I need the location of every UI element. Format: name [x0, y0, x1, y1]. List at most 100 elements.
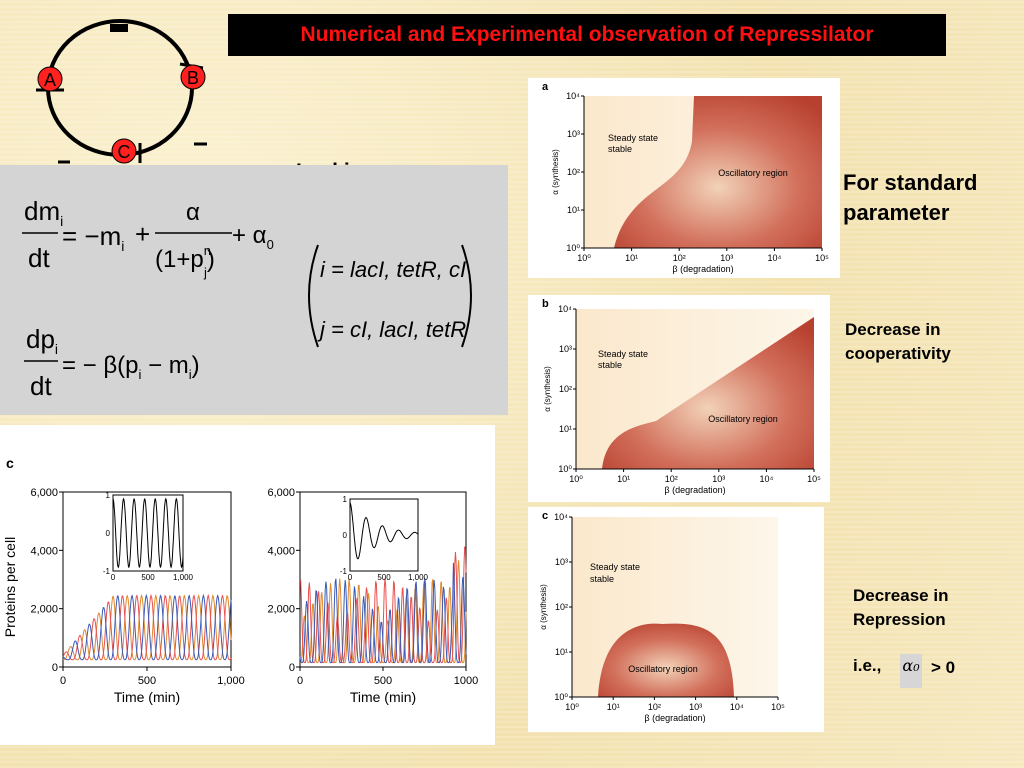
- x-tick-label: 0: [60, 675, 66, 687]
- eq1-plus: +: [135, 219, 150, 249]
- protein-series-2: [62, 593, 232, 661]
- x-tick-label: 10⁴: [767, 253, 781, 263]
- panel-letter-c: c: [6, 455, 14, 471]
- panel-letter: a: [542, 81, 549, 93]
- protein-series-3: [62, 593, 232, 661]
- inset-frame: [349, 498, 419, 572]
- steady-state-label: Steady state: [598, 349, 648, 359]
- protein-series-3: [299, 562, 467, 664]
- label-ie: i.e.,: [853, 656, 882, 675]
- x-tick-label: 1000: [454, 675, 478, 687]
- x-tick-label: 10²: [648, 702, 661, 712]
- y-tick-label: 10³: [555, 557, 568, 567]
- y-tick-label: 2,000: [30, 604, 58, 616]
- x-tick-label: 10¹: [607, 702, 620, 712]
- slide-title-text: Numerical and Experimental observation o…: [300, 23, 874, 46]
- oscillatory-region: [602, 317, 814, 469]
- oscillatory-region-label: Oscillatory region: [628, 664, 698, 674]
- inset-y-tick-label: 0: [106, 529, 111, 538]
- equations: dmi dt = −mi + α (1+pn j) + α0 dpi dt = −…: [22, 196, 472, 401]
- inset-y-tick-label: -1: [340, 567, 348, 576]
- eq1-frac-num: α: [186, 199, 200, 226]
- phase-diagram-c: 10⁰ 10¹ 10² 10³ 10⁴ 10⁰ 10¹ 10² 10³ 10⁴ 10⁵ c α (syn…: [528, 507, 824, 732]
- eq2-rhs: = − β(pi − mi): [62, 352, 200, 382]
- eq1-lhs-den: dt: [28, 243, 50, 273]
- x-tick-label: 10²: [673, 253, 686, 263]
- inset-oscillation: [112, 497, 184, 569]
- x-tick-label: 1,000: [217, 675, 245, 687]
- steady-state-label: stable: [608, 144, 632, 154]
- steady-state-label: Steady state: [590, 562, 640, 572]
- x-axis-label: β (degradation): [672, 264, 733, 274]
- y-tick-label: 10⁰: [566, 243, 580, 253]
- x-tick-label: 10³: [689, 702, 702, 712]
- x-axis-label: β (degradation): [664, 485, 725, 495]
- repression-mark-top: [110, 24, 128, 32]
- x-tick-label: 10⁰: [577, 253, 591, 263]
- label-greater-than-zero: > 0: [931, 658, 956, 677]
- label-decrease-cooperativity: Decrease in cooperativity: [845, 320, 951, 363]
- inset-x-tick-label: 1,000: [173, 573, 194, 582]
- y-tick-label: 10¹: [555, 647, 568, 657]
- y-tick-label: 4,000: [267, 545, 295, 557]
- equation-box: [0, 165, 508, 415]
- x-tick-label: 0: [297, 675, 303, 687]
- index-i-definition: i = lacI, tetR, cI: [320, 257, 466, 282]
- inset-oscillation: [349, 502, 419, 560]
- x-tick-label: 10⁰: [569, 474, 583, 484]
- y-tick-label: 4,000: [30, 545, 58, 557]
- steady-state-label: Steady state: [608, 133, 658, 143]
- y-tick-label: 10²: [567, 167, 580, 177]
- y-tick-label: 10²: [555, 602, 568, 612]
- y-tick-label: 10⁴: [566, 91, 580, 101]
- x-tick-label: 10⁵: [807, 474, 821, 484]
- y-axis-label: Proteins per cell: [2, 537, 18, 637]
- steady-state-label: stable: [590, 574, 614, 584]
- y-tick-label: 10³: [559, 344, 572, 354]
- inset-y-tick-label: -1: [103, 567, 111, 576]
- phase-diagram-a: 10⁰ 10¹ 10² 10³ 10⁴ 10⁰ 10¹ 10² 10³ 10⁴ 10⁵ a α (syn…: [528, 78, 840, 278]
- x-tick-label: 10¹: [625, 253, 638, 263]
- node-c: [111, 138, 137, 164]
- inset-x-tick-label: 0: [348, 573, 353, 582]
- x-tick-label: 10⁰: [565, 702, 579, 712]
- x-axis-label: Time (min): [350, 689, 416, 705]
- x-tick-label: 10⁵: [815, 253, 829, 263]
- index-j-definition: j = cI, lacI, tetR: [317, 317, 466, 342]
- node-b-label: B: [187, 68, 199, 88]
- x-tick-label: 10⁵: [771, 702, 785, 712]
- inset-x-tick-label: 500: [377, 573, 391, 582]
- x-tick-label: 10⁴: [759, 474, 773, 484]
- x-axis-label: β (degradation): [644, 713, 705, 723]
- eq1-tail: + α0: [232, 222, 274, 252]
- y-tick-label: 10⁴: [554, 512, 568, 522]
- protein-series-1: [299, 560, 467, 664]
- oscillatory-region-label: Oscillatory region: [718, 168, 788, 178]
- y-tick-label: 10²: [559, 384, 572, 394]
- x-axis-label: Time (min): [114, 689, 180, 705]
- x-tick-label: 10⁴: [730, 702, 744, 712]
- eq1-lhs-num: dmi: [24, 196, 63, 229]
- label-decrease-repression: Decrease in Repression: [853, 586, 949, 629]
- y-tick-label: 6,000: [267, 487, 295, 499]
- inset-x-tick-label: 500: [141, 573, 155, 582]
- node-c-label: C: [118, 142, 131, 162]
- y-tick-label: 10⁰: [554, 692, 568, 702]
- node-a-label: A: [44, 70, 56, 90]
- repressilator-network-diagram: A B C: [36, 19, 207, 164]
- panel-letter: b: [542, 298, 549, 310]
- ring: [46, 19, 194, 157]
- steady-state-label: stable: [598, 360, 622, 370]
- eq1-frac-den: (1+pn j): [155, 243, 215, 280]
- time-series-panel: c Proteins per cell 0 2,000 4,000 6,000 0 500 1,…: [0, 425, 495, 745]
- phase-diagram-b: 10⁰ 10¹ 10² 10³ 10⁴ 10⁰ 10¹ 10² 10³ 10⁴ 10⁵ b α (syn…: [528, 295, 830, 502]
- inset-y-tick-label: 0: [343, 531, 348, 540]
- oscillatory-region-label: Oscillatory region: [708, 414, 778, 424]
- y-tick-label: 10⁰: [558, 464, 572, 474]
- y-tick-label: 10¹: [559, 424, 572, 434]
- eq2-lhs-num: dpi: [26, 324, 58, 357]
- protein-series-1: [63, 594, 232, 661]
- eq1-rhs: = −mi: [62, 221, 124, 254]
- inset-x-tick-label: 1,000: [408, 573, 429, 582]
- label-standard-parameter: For standard parameter: [843, 170, 978, 225]
